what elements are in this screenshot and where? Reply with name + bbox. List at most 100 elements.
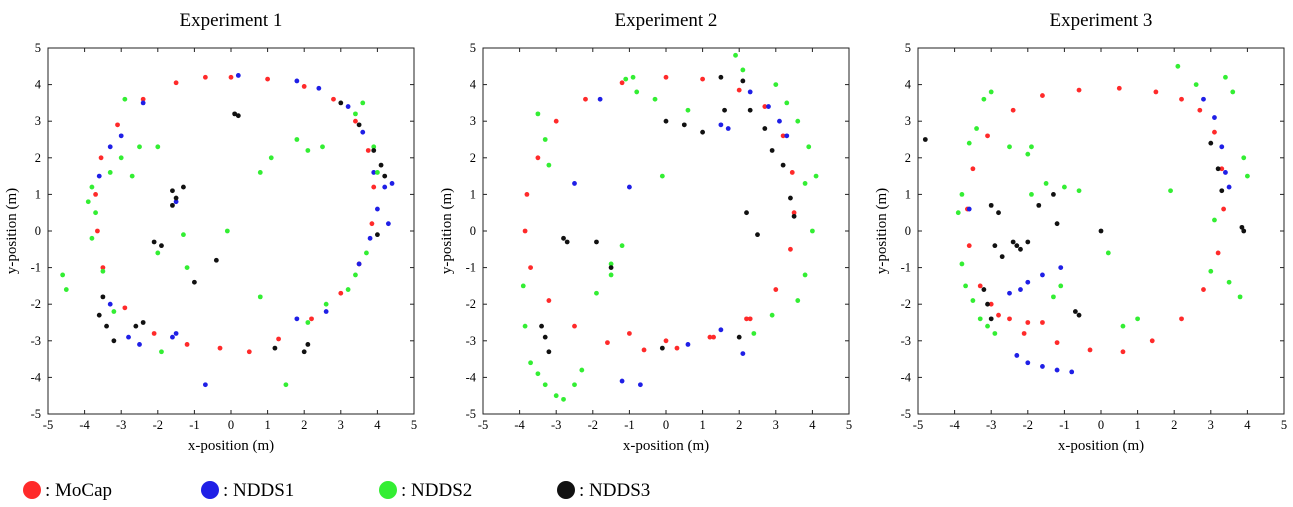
data-point-ndds2 <box>320 144 325 150</box>
legend-marker <box>23 481 41 499</box>
data-point-ndds3 <box>992 243 998 249</box>
data-point-mocap <box>115 122 120 128</box>
data-point-mocap <box>309 316 314 322</box>
data-point-ndds2 <box>118 155 124 161</box>
data-point-mocap <box>301 84 307 89</box>
data-point-ndds2 <box>974 126 979 131</box>
y-tick-label: 5 <box>35 41 41 55</box>
data-point-ndds2 <box>323 301 329 307</box>
data-point-mocap <box>522 228 528 234</box>
data-point-mocap <box>1179 316 1184 322</box>
data-point-ndds3 <box>663 118 669 124</box>
data-point-ndds2 <box>353 111 358 117</box>
x-tick-label: 4 <box>809 418 816 432</box>
data-point-ndds2 <box>751 331 757 336</box>
y-tick-label: 1 <box>905 187 911 201</box>
data-point-ndds1 <box>1007 290 1012 296</box>
data-point-ndds2 <box>733 52 738 58</box>
x-tick-label: 5 <box>1281 418 1287 432</box>
data-point-ndds2 <box>137 144 142 150</box>
x-tick-label: -3 <box>551 418 561 432</box>
data-point-ndds1 <box>235 73 241 78</box>
data-point-ndds3 <box>996 210 1001 216</box>
y-tick-label: -1 <box>901 261 911 275</box>
data-point-ndds2 <box>1120 323 1126 329</box>
data-point-ndds2 <box>111 309 117 314</box>
x-tick-label: 3 <box>338 418 344 432</box>
data-point-mocap <box>546 298 552 303</box>
data-point-ndds2 <box>977 316 983 322</box>
data-point-mocap <box>1087 347 1093 353</box>
data-point-mocap <box>641 347 647 353</box>
data-point-ndds2 <box>740 67 746 73</box>
data-point-ndds2 <box>802 272 808 278</box>
data-point-ndds3 <box>681 122 687 128</box>
legend-label: : NDDS2 <box>401 480 472 501</box>
data-point-ndds1 <box>747 89 753 95</box>
data-point-ndds1 <box>356 261 362 267</box>
data-point-ndds2 <box>966 140 972 146</box>
data-point-mocap <box>95 228 100 234</box>
data-point-ndds2 <box>1212 217 1217 223</box>
y-tick-label: 4 <box>35 78 42 92</box>
data-point-mocap <box>265 76 270 82</box>
data-point-ndds2 <box>619 243 625 249</box>
data-point-ndds2 <box>795 298 801 303</box>
y-tick-label: 3 <box>35 114 41 128</box>
data-point-ndds2 <box>806 144 812 150</box>
data-point-ndds3 <box>542 334 548 340</box>
data-point-ndds2 <box>305 148 311 153</box>
y-tick-label: -3 <box>466 334 476 348</box>
data-point-ndds2 <box>1029 192 1034 197</box>
data-point-ndds3 <box>546 349 552 355</box>
data-point-ndds2 <box>1241 155 1247 161</box>
series-ndds1 <box>966 96 1232 375</box>
data-point-ndds2 <box>257 170 263 175</box>
data-point-ndds2 <box>364 250 369 256</box>
data-point-ndds3 <box>922 137 928 142</box>
series-ndds2 <box>60 96 380 388</box>
data-point-mocap <box>773 287 779 292</box>
data-point-ndds1 <box>1040 272 1045 278</box>
data-point-mocap <box>1116 85 1122 91</box>
data-point-mocap <box>780 133 786 139</box>
x-tick-label: 3 <box>773 418 779 432</box>
data-point-mocap <box>747 316 753 322</box>
data-point-ndds2 <box>963 283 968 289</box>
data-point-mocap <box>1076 87 1082 93</box>
x-tick-label: 0 <box>228 418 234 432</box>
data-point-ndds3 <box>192 279 197 285</box>
data-point-ndds2 <box>985 323 990 329</box>
data-point-ndds1 <box>96 173 102 179</box>
data-point-ndds2 <box>1245 173 1250 179</box>
data-point-ndds1 <box>173 331 179 336</box>
x-tick-label: -3 <box>116 418 126 432</box>
data-point-ndds2 <box>268 155 274 161</box>
data-point-ndds2 <box>224 228 230 234</box>
data-point-ndds3 <box>769 148 775 153</box>
y-tick-label: 2 <box>470 151 476 165</box>
data-point-ndds2 <box>155 144 161 150</box>
data-point-mocap <box>353 118 358 124</box>
data-point-ndds2 <box>1208 268 1214 274</box>
data-point-ndds3 <box>382 173 388 179</box>
data-point-ndds2 <box>100 268 106 274</box>
y-tick-label: -3 <box>901 334 911 348</box>
series-ndds3 <box>539 74 797 355</box>
data-point-ndds1 <box>294 316 300 322</box>
y-tick-label: 2 <box>35 151 41 165</box>
data-point-ndds3 <box>1098 228 1104 234</box>
data-point-ndds2 <box>981 96 987 102</box>
x-tick-label: 4 <box>1244 418 1251 432</box>
data-point-ndds2 <box>988 89 994 95</box>
data-point-mocap <box>605 340 610 346</box>
data-point-ndds2 <box>1193 82 1199 87</box>
chart-panel-3: Experiment 3 -5 -4 -3 -2 -1 0 1 2 3 4 5 -5 -4 -3 -2 -1 0 1… <box>874 10 1287 454</box>
data-point-ndds3 <box>1054 221 1060 227</box>
data-point-ndds2 <box>795 118 801 124</box>
data-point-ndds3 <box>104 323 109 329</box>
x-tick-label: -4 <box>514 418 525 432</box>
data-point-mocap <box>1221 206 1227 212</box>
data-point-ndds3 <box>1241 228 1247 234</box>
legend-label: : NDDS1 <box>223 480 294 501</box>
